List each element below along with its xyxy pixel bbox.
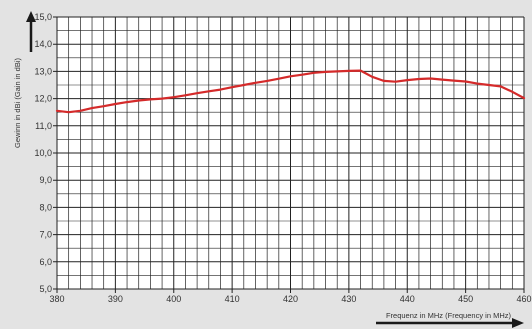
y-tick-label: 7,0: [39, 230, 52, 240]
y-tick-label: 12,0: [34, 94, 52, 104]
x-tick-label: 430: [341, 294, 356, 304]
y-tick-label: 15,0: [34, 12, 52, 22]
x-tick-label: 390: [108, 294, 123, 304]
vertical-gridlines: [56, 17, 525, 293]
y-tick-label: 9,0: [39, 175, 52, 185]
x-tick-label: 400: [166, 294, 181, 304]
x-axis-label: Frequenz in MHz (Frequency in MHz): [386, 311, 512, 320]
y-tick-label: 8,0: [39, 202, 52, 212]
x-axis-arrowhead-icon: [512, 318, 524, 328]
x-tick-label: 410: [225, 294, 240, 304]
y-tick-label: 11,0: [35, 121, 52, 131]
gain-series-line: [55, 69, 526, 114]
x-tick-labels: 380 390 400 410 420 430 440 450 460: [49, 294, 531, 304]
y-tick-label: 5,0: [39, 284, 52, 294]
x-tick-label: 380: [49, 294, 64, 304]
horizontal-gridlines: [53, 16, 524, 290]
x-tick-label: 420: [283, 294, 298, 304]
y-tick-label: 14,0: [34, 39, 52, 49]
y-tick-label: 6,0: [39, 257, 52, 267]
y-axis-arrowhead-icon: [26, 11, 36, 22]
x-tick-label: 440: [400, 294, 415, 304]
x-tick-label: 450: [458, 294, 473, 304]
y-axis-label: Gewinn in dBi (Gain in dBi): [13, 57, 22, 148]
y-tick-label: 13,0: [34, 66, 52, 76]
y-tick-labels: 5,0 6,0 7,0 8,0 9,0 10,0 11,0 12,0 13,0 14,0 15,0: [34, 12, 52, 294]
x-tick-label: 460: [516, 294, 531, 304]
y-tick-label: 10,0: [34, 148, 52, 158]
